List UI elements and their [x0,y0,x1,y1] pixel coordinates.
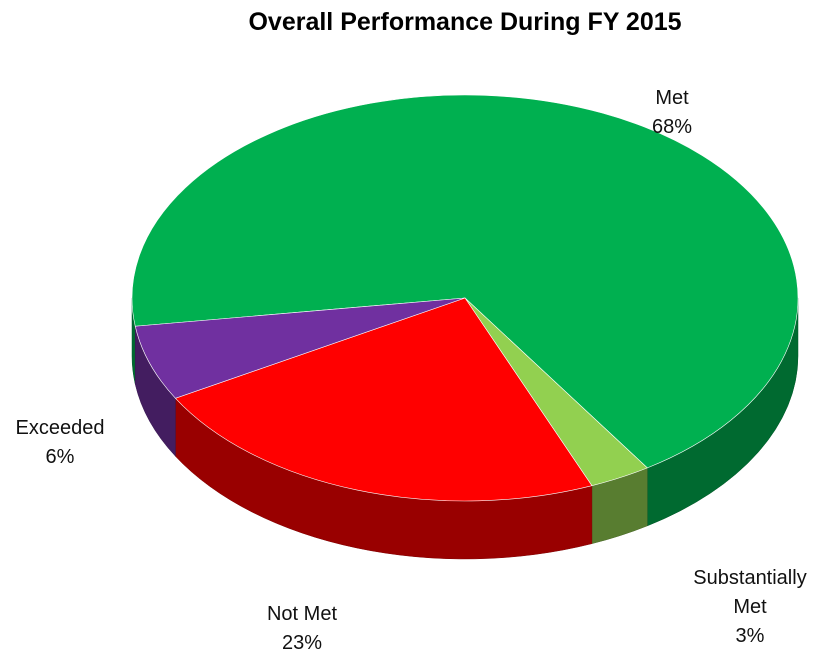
slice [174,297,593,502]
data-label: Met 68% [597,84,747,142]
label-category: Not Met [266,603,338,625]
data-label: Substantially Met 3% [670,564,823,651]
label-value: 23% [281,632,323,654]
data-label: Not Met 23% [227,600,377,658]
label-value: 6% [45,446,75,468]
label-value: 3% [735,625,765,647]
slice [134,297,466,399]
data-label: Exceeded 6% [0,414,135,472]
chart-title: Overall Performance During FY 2015 [248,8,682,36]
label-category: Exceeded [15,417,105,439]
label-category: Substantially Met [693,567,807,618]
label-value: 68% [651,116,693,138]
slice [131,94,799,469]
label-category: Met [655,87,689,109]
